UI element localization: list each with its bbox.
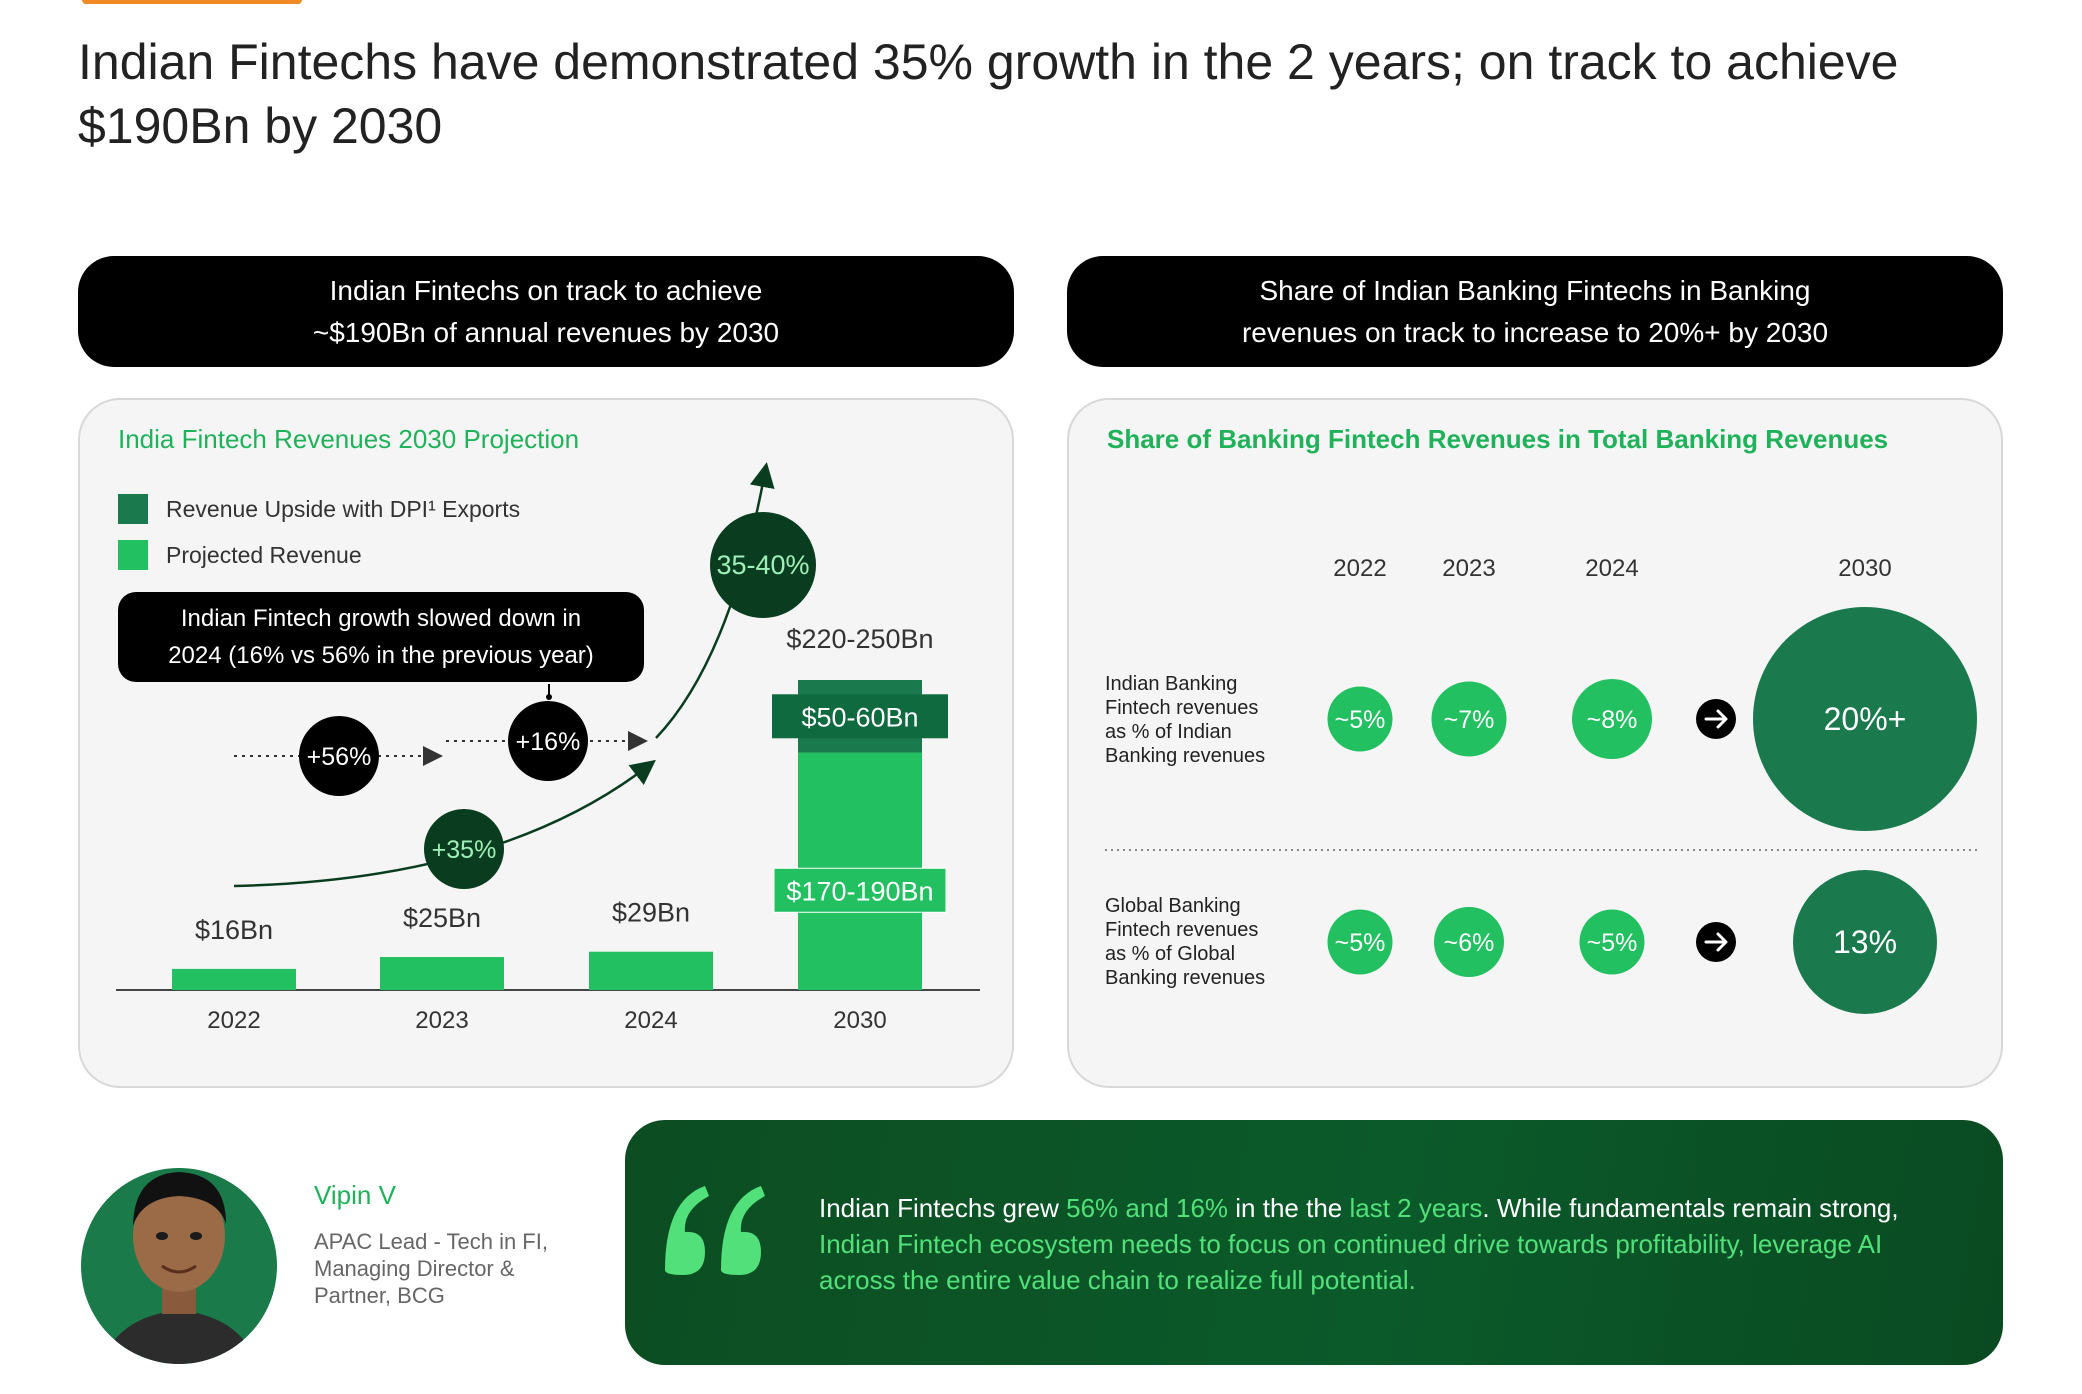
projected-value-label: $170-190Bn <box>786 876 933 906</box>
row-label-indian-line-2: Fintech revenues <box>1105 697 1259 719</box>
quote-text-part-3: in the the <box>1228 1193 1350 1223</box>
arrow-right-icon <box>1696 922 1736 962</box>
author-role: APAC Lead - Tech in FI, Managing Directo… <box>314 1229 548 1308</box>
row-label-global-line-3: as % of Global <box>1105 943 1236 965</box>
callout-line-1: Indian Fintech growth slowed down in <box>180 605 582 632</box>
x-tick-2024: 2024 <box>624 1007 677 1034</box>
growth-bubble-35-40 <box>710 512 816 618</box>
bar-total-label-2030: $220-250Bn <box>786 624 933 654</box>
callout-pointer-dot <box>546 694 552 700</box>
row-label-global-line-2: Fintech revenues <box>1105 919 1259 941</box>
row-label-global-line-4: Banking revenues <box>1105 967 1266 989</box>
row-label-indian-line-4: Banking revenues <box>1105 745 1266 767</box>
quote-box: Indian Fintechs grew 56% and 16% in the … <box>625 1120 2003 1365</box>
quote-text-part-1: Indian Fintechs grew <box>819 1193 1067 1223</box>
growth-slowdown-callout: Indian Fintech growth slowed down in 202… <box>118 592 644 682</box>
share-bubble-r2-2022 <box>1327 909 1393 975</box>
column-header-2030: 2030 <box>1838 555 1891 582</box>
legend-swatch-upside <box>118 494 148 524</box>
growth-bubble-16 <box>508 701 588 781</box>
share-label-r1-2030: 20%+ <box>1824 701 1907 737</box>
share-label-r2-2023: ~6% <box>1444 929 1495 957</box>
growth-bubble-35 <box>424 809 504 889</box>
share-bubble-r1-2024 <box>1572 679 1652 759</box>
quote-text-part-5: . While fundamentals remain strong, <box>1482 1193 1899 1223</box>
left-panel-header: Indian Fintechs on track to achieve ~$19… <box>78 256 1014 367</box>
quote-highlight-growth: 56% and 16% <box>1066 1193 1229 1223</box>
row-label-indian-line-3: as % of Indian <box>1105 721 1232 743</box>
revenue-projection-card: India Fintech Revenues 2030 Projection R… <box>78 398 1014 1088</box>
growth-bubble-56 <box>299 716 379 796</box>
quote-mark-icon <box>665 1186 765 1275</box>
revenue-bar-chart: 2022 $16Bn 2023 $25Bn 2024 $29Bn 2030 $220-250B… <box>116 462 980 1034</box>
right-header-line-1: Share of Indian Banking Fintechs in Bank… <box>1259 274 1811 306</box>
share-label-r1-2024: ~8% <box>1587 706 1638 734</box>
growth-bubble-16-label: +16% <box>516 728 581 756</box>
bar-projected-2023 <box>380 957 504 990</box>
legend-item-upside: Revenue Upside with DPI¹ Exports <box>118 486 520 532</box>
bar-value-label-2024: $29Bn <box>612 898 690 928</box>
row-label-global-line-1: Global Banking <box>1105 895 1241 917</box>
revenue-chart-title: India Fintech Revenues 2030 Projection <box>118 424 580 454</box>
upside-label-box <box>772 694 948 739</box>
share-bubble-r1-2023 <box>1431 681 1507 757</box>
share-bubble-r1-2030 <box>1753 607 1977 831</box>
left-header-line-2: ~$190Bn of annual revenues by 2030 <box>312 316 780 348</box>
share-bubble-r2-2024 <box>1579 909 1645 975</box>
arrow-right-icon <box>1696 699 1736 739</box>
quote-highlight-focus: Indian Fintech ecosystem needs to focus … <box>819 1229 1883 1295</box>
chart-legend: Revenue Upside with DPI¹ Exports Project… <box>118 486 520 578</box>
legend-label-projected: Projected Revenue <box>166 541 362 568</box>
projected-label-box <box>773 867 947 913</box>
share-label-r2-2030: 13% <box>1833 924 1897 960</box>
column-header-2023: 2023 <box>1442 555 1495 582</box>
x-tick-2022: 2022 <box>207 1007 260 1034</box>
banking-share-card: Share of Banking Fintech Revenues in Tot… <box>1067 398 2003 1088</box>
share-bubble-r1-2022 <box>1327 686 1393 752</box>
banking-share-bubble-table: 2022 2023 2024 2030 ~5% ~7% ~8% 20%+ ~5% ~6% ~5% 13… <box>1105 555 1979 1014</box>
quote-text: Indian Fintechs grew 56% and 16% in the … <box>819 1190 1949 1298</box>
share-bubble-r2-2023 <box>1434 907 1504 977</box>
upside-value-label: $50-60Bn <box>801 702 918 732</box>
top-accent-bar <box>82 0 302 4</box>
quote-highlight-years: last 2 years <box>1349 1193 1483 1223</box>
growth-bubble-35-label: +35% <box>432 836 497 864</box>
bar-projected-2024 <box>589 951 713 990</box>
bar-value-label-2023: $25Bn <box>403 903 481 933</box>
callout-line-2: 2024 (16% vs 56% in the previous year) <box>168 642 594 669</box>
x-tick-2030: 2030 <box>833 1007 886 1034</box>
share-bubble-r2-2030 <box>1793 870 1937 1014</box>
right-panel-header: Share of Indian Banking Fintechs in Bank… <box>1067 256 2003 367</box>
share-label-r2-2022: ~5% <box>1335 929 1386 957</box>
growth-bubble-56-label: +56% <box>307 743 372 771</box>
page-title: Indian Fintechs have demonstrated 35% gr… <box>78 34 1899 154</box>
banking-share-title: Share of Banking Fintech Revenues in Tot… <box>1107 424 1889 454</box>
legend-item-projected: Projected Revenue <box>118 532 520 578</box>
share-label-r1-2023: ~7% <box>1444 706 1495 734</box>
share-label-r1-2022: ~5% <box>1335 706 1386 734</box>
column-header-2024: 2024 <box>1585 555 1638 582</box>
bar-value-label-2022: $16Bn <box>195 915 273 945</box>
author-name: Vipin V <box>314 1180 396 1210</box>
legend-swatch-projected <box>118 540 148 570</box>
share-label-r2-2024: ~5% <box>1587 929 1638 957</box>
legend-label-upside: Revenue Upside with DPI¹ Exports <box>166 495 521 522</box>
left-header-line-1: Indian Fintechs on track to achieve <box>329 274 763 306</box>
column-header-2022: 2022 <box>1333 555 1386 582</box>
bar-projected-2022 <box>172 968 296 990</box>
quote-author: Vipin V APAC Lead - Tech in FI, Managing… <box>78 1138 618 1368</box>
row-label-indian-line-1: Indian Banking <box>1105 673 1238 695</box>
growth-bubble-35-40-label: 35-40% <box>716 550 809 580</box>
x-tick-2023: 2023 <box>415 1007 468 1034</box>
row-label-indian: Indian Banking Fintech revenues as % of … <box>1105 672 1295 768</box>
author-avatar <box>81 1168 277 1364</box>
row-label-global: Global Banking Fintech revenues as % of … <box>1105 894 1295 990</box>
right-header-line-2: revenues on track to increase to 20%+ by… <box>1241 316 1829 348</box>
